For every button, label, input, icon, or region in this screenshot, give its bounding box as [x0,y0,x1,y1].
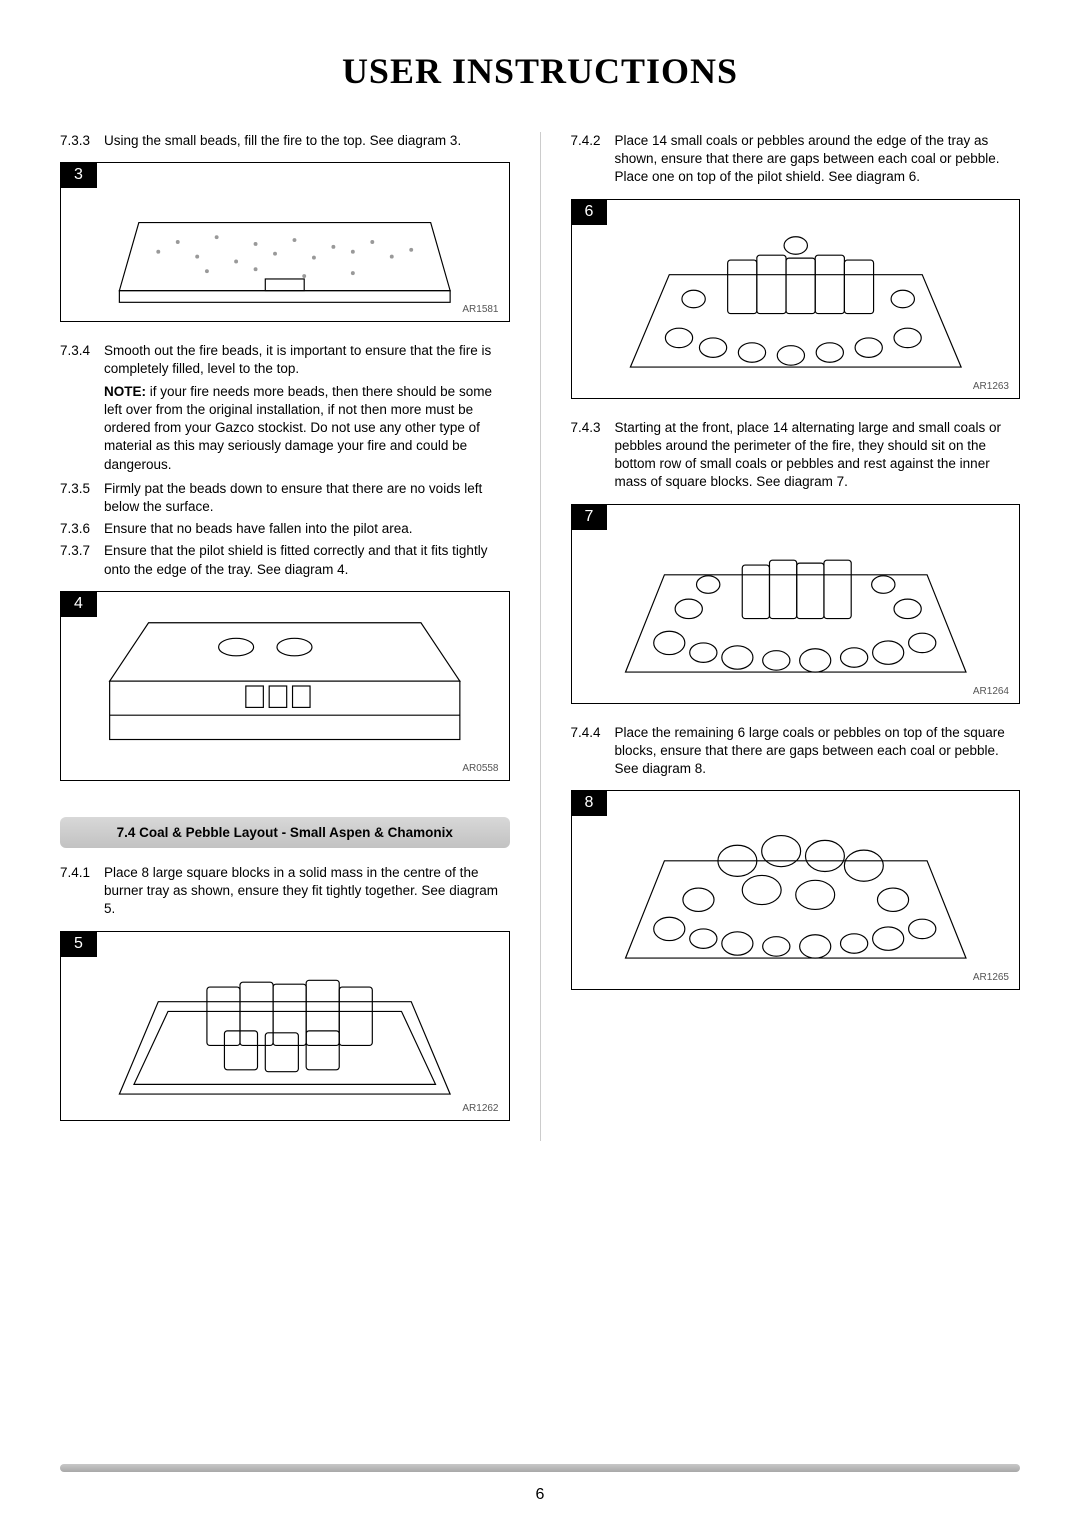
diagram-6-svg [572,200,1020,398]
instruction-741: 7.4.1 Place 8 large square blocks in a s… [60,864,510,919]
step-text: Using the small beads, fill the fire to … [104,132,510,150]
right-column: 7.4.2 Place 14 small coals or pebbles ar… [571,132,1021,1141]
diagram-5-svg [61,932,509,1120]
step-text: Firmly pat the beads down to ensure that… [104,480,510,516]
step-text: Smooth out the fire beads, it is importa… [104,342,510,378]
instruction-736: 7.3.6 Ensure that no beads have fallen i… [60,520,510,538]
step-number: 7.4.4 [571,724,615,779]
column-divider [540,132,541,1141]
step-number: 7.3.7 [60,542,104,578]
diagram-badge: 4 [60,591,97,617]
diagram-5: 5 AR1262 [60,931,510,1121]
note-734: NOTE: if your fire needs more beads, the… [104,383,510,474]
diagram-7-svg [572,505,1020,703]
instruction-735: 7.3.5 Firmly pat the beads down to ensur… [60,480,510,516]
diagram-badge: 6 [571,199,608,225]
diagram-4: 4 AR0558 [60,591,510,781]
diagram-8-svg [572,791,1020,989]
step-text: Ensure that the pilot shield is fitted c… [104,542,510,578]
diagram-badge: 7 [571,504,608,530]
diagram-badge: 8 [571,790,608,816]
step-number: 7.4.2 [571,132,615,187]
step-text: Place 14 small coals or pebbles around t… [615,132,1021,187]
instruction-737: 7.3.7 Ensure that the pilot shield is fi… [60,542,510,578]
step-text: Starting at the front, place 14 alternat… [615,419,1021,492]
diagram-badge: 5 [60,931,97,957]
diagram-3: 3 AR1581 [60,162,510,322]
diagram-ref: AR1263 [973,381,1009,392]
left-column: 7.3.3 Using the small beads, fill the fi… [60,132,510,1141]
step-text: Ensure that no beads have fallen into th… [104,520,510,538]
diagram-ref: AR1262 [462,1103,498,1114]
diagram-8: 8 [571,790,1021,990]
instruction-744: 7.4.4 Place the remaining 6 large coals … [571,724,1021,779]
page-number: 6 [0,1486,1080,1504]
step-number: 7.3.6 [60,520,104,538]
step-number: 7.4.3 [571,419,615,492]
step-text: Place the remaining 6 large coals or peb… [615,724,1021,779]
step-number: 7.3.3 [60,132,104,150]
diagram-ref: AR0558 [462,763,498,774]
note-label: NOTE: [104,384,146,399]
instruction-742: 7.4.2 Place 14 small coals or pebbles ar… [571,132,1021,187]
instruction-733: 7.3.3 Using the small beads, fill the fi… [60,132,510,150]
section-74-heading: 7.4 Coal & Pebble Layout - Small Aspen &… [60,817,510,848]
instruction-743: 7.4.3 Starting at the front, place 14 al… [571,419,1021,492]
footer-rule [60,1464,1020,1472]
diagram-6: 6 [571,199,1021,399]
instruction-734: 7.3.4 Smooth out the fire beads, it is i… [60,342,510,378]
step-number: 7.3.4 [60,342,104,378]
step-number: 7.4.1 [60,864,104,919]
note-text: if your fire needs more beads, then ther… [104,384,492,472]
diagram-3-svg [61,163,509,321]
step-number: 7.3.5 [60,480,104,516]
diagram-ref: AR1581 [462,304,498,315]
step-text: Place 8 large square blocks in a solid m… [104,864,510,919]
diagram-4-svg [61,592,509,780]
diagram-7: 7 [571,504,1021,704]
page-title: USER INSTRUCTIONS [60,50,1020,92]
content-columns: 7.3.3 Using the small beads, fill the fi… [60,132,1020,1141]
diagram-ref: AR1264 [973,686,1009,697]
diagram-ref: AR1265 [973,972,1009,983]
diagram-badge: 3 [60,162,97,188]
